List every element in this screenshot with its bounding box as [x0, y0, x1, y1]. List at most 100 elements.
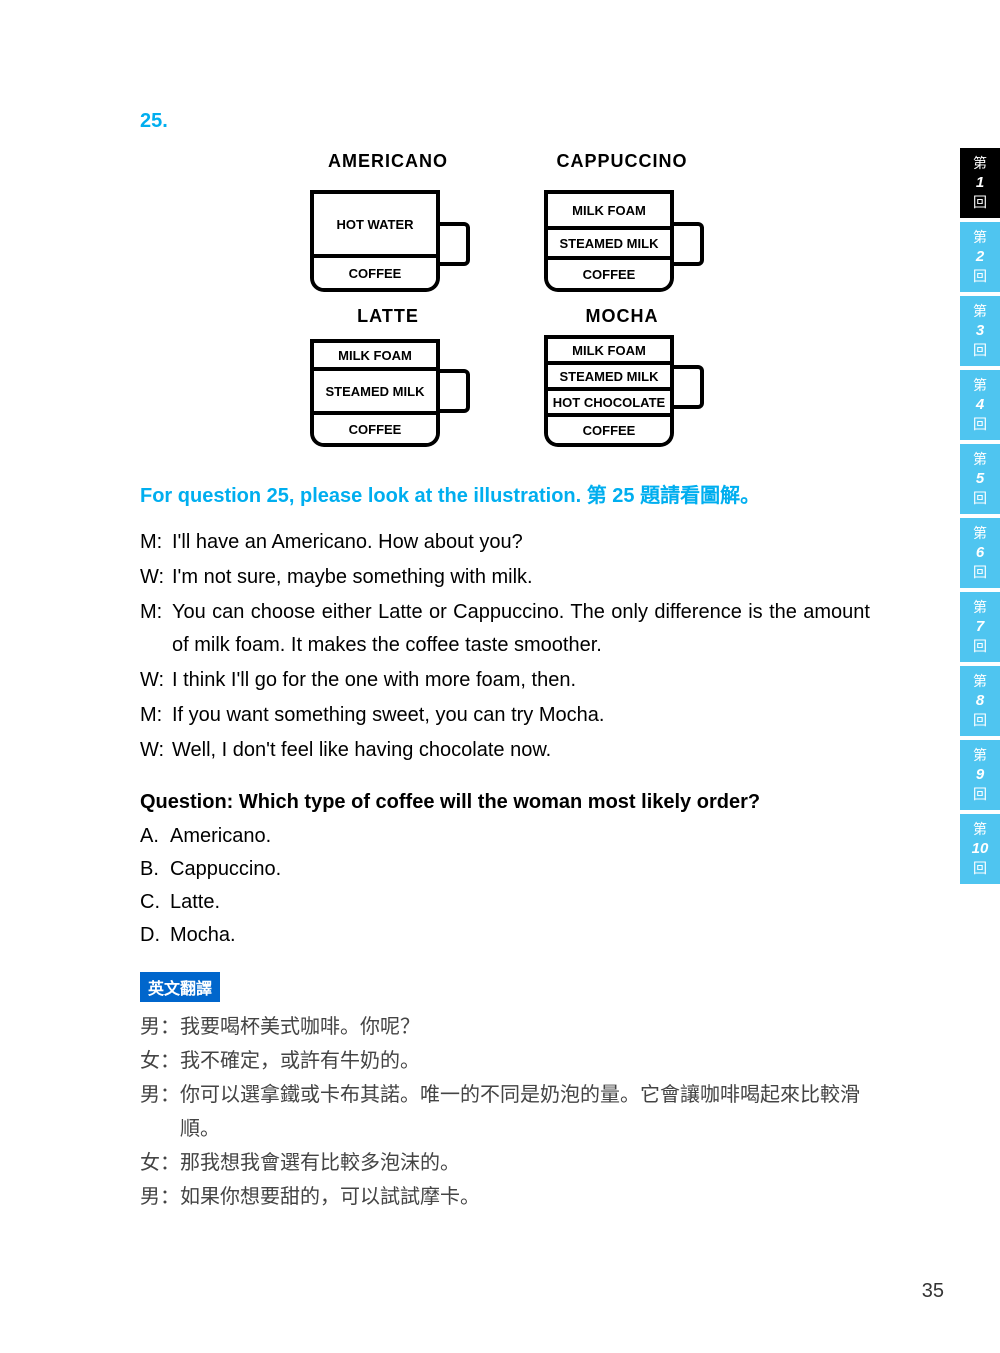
coffee-layer: MILK FOAM: [314, 339, 436, 367]
tab-char-top: 第: [973, 376, 987, 395]
tab-char-bottom: 回: [973, 415, 987, 434]
dialogue-line: W:Well, I don't feel like having chocola…: [140, 734, 870, 767]
translation-speaker: 男：: [140, 1078, 180, 1146]
tab-char-top: 第: [973, 746, 987, 765]
option-letter: A.: [140, 820, 170, 853]
tab-number: 9: [976, 765, 984, 785]
cup-icon: MILK FOAMSTEAMED MILKCOFFEE: [310, 339, 440, 447]
page-number: 35: [922, 1280, 944, 1303]
chapter-tab[interactable]: 第3回: [960, 296, 1000, 366]
tab-number: 3: [976, 321, 984, 341]
option-letter: B.: [140, 853, 170, 886]
coffee-title: MOCHA: [522, 306, 722, 327]
coffee-layer: COFFEE: [548, 256, 670, 288]
coffee-layer: MILK FOAM: [548, 190, 670, 226]
answer-option: A.Americano.: [140, 820, 870, 853]
tab-char-top: 第: [973, 598, 987, 617]
option-letter: D.: [140, 919, 170, 952]
tab-char-bottom: 回: [973, 711, 987, 730]
speaker-label: W:: [140, 561, 172, 594]
tab-char-bottom: 回: [973, 341, 987, 360]
dialogue-block: M:I'll have an Americano. How about you?…: [140, 526, 870, 767]
tab-number: 4: [976, 395, 984, 415]
coffee-layer: COFFEE: [314, 254, 436, 288]
tab-number: 5: [976, 469, 984, 489]
question-number: 25.: [140, 110, 870, 133]
tab-char-top: 第: [973, 524, 987, 543]
coffee-layer: HOT CHOCOLATE: [548, 387, 670, 413]
translation-line: 男：我要喝杯美式咖啡。你呢？: [140, 1010, 870, 1044]
tab-char-bottom: 回: [973, 637, 987, 656]
instruction-text: For question 25, please look at the illu…: [140, 479, 870, 508]
question-prompt: Question: Which type of coffee will the …: [140, 791, 870, 814]
translation-text: 你可以選拿鐵或卡布其諾。唯一的不同是奶泡的量。它會讓咖啡喝起來比較滑順。: [180, 1078, 870, 1146]
cup-handle-icon: [440, 222, 470, 266]
translation-text: 我要喝杯美式咖啡。你呢？: [180, 1010, 870, 1044]
tab-char-top: 第: [973, 228, 987, 247]
chapter-tab[interactable]: 第10回: [960, 814, 1000, 884]
dialogue-text: I'll have an Americano. How about you?: [172, 526, 870, 559]
coffee-diagram: CAPPUCCINO MILK FOAMSTEAMED MILKCOFFEE: [522, 151, 722, 296]
answer-option: B.Cappuccino.: [140, 853, 870, 886]
dialogue-line: W:I'm not sure, maybe something with mil…: [140, 561, 870, 594]
tab-char-top: 第: [973, 820, 987, 839]
tab-number: 6: [976, 543, 984, 563]
tab-number: 2: [976, 247, 984, 267]
coffee-title: CAPPUCCINO: [522, 151, 722, 172]
chapter-tab[interactable]: 第8回: [960, 666, 1000, 736]
page-content: 25. AMERICANOHOT WATERCOFFEECAPPUCCINOMI…: [140, 110, 870, 1214]
translation-speaker: 女：: [140, 1044, 180, 1078]
translation-line: 女：那我想我會選有比較多泡沫的。: [140, 1146, 870, 1180]
tab-number: 7: [976, 617, 984, 637]
translation-badge: 英文翻譯: [140, 972, 220, 1002]
tab-char-top: 第: [973, 672, 987, 691]
speaker-label: M:: [140, 596, 172, 662]
dialogue-text: You can choose either Latte or Cappuccin…: [172, 596, 870, 662]
chapter-tab[interactable]: 第1回: [960, 148, 1000, 218]
cup-icon: MILK FOAMSTEAMED MILKCOFFEE: [544, 190, 674, 292]
speaker-label: W:: [140, 734, 172, 767]
option-text: Americano.: [170, 820, 271, 853]
coffee-title: AMERICANO: [288, 151, 488, 172]
chapter-tab[interactable]: 第2回: [960, 222, 1000, 292]
tab-char-top: 第: [973, 154, 987, 173]
coffee-layer: HOT WATER: [314, 190, 436, 254]
speaker-label: W:: [140, 664, 172, 697]
dialogue-text: I think I'll go for the one with more fo…: [172, 664, 870, 697]
tab-char-bottom: 回: [973, 267, 987, 286]
coffee-layer: STEAMED MILK: [548, 226, 670, 256]
dialogue-line: M:I'll have an Americano. How about you?: [140, 526, 870, 559]
coffee-illustration: AMERICANOHOT WATERCOFFEECAPPUCCINOMILK F…: [285, 151, 725, 451]
coffee-layer: STEAMED MILK: [548, 361, 670, 387]
tab-char-top: 第: [973, 302, 987, 321]
chapter-tab[interactable]: 第4回: [960, 370, 1000, 440]
tab-char-bottom: 回: [973, 785, 987, 804]
coffee-diagram: MOCHAMILK FOAMSTEAMED MILKHOT CHOCOLATEC…: [522, 306, 722, 451]
chapter-tab[interactable]: 第9回: [960, 740, 1000, 810]
speaker-label: M:: [140, 526, 172, 559]
dialogue-line: M:You can choose either Latte or Cappucc…: [140, 596, 870, 662]
chapter-tab[interactable]: 第5回: [960, 444, 1000, 514]
chapter-tabs: 第1回第2回第3回第4回第5回第6回第7回第8回第9回第10回: [960, 148, 1000, 888]
coffee-layer: COFFEE: [548, 413, 670, 443]
cup-handle-icon: [674, 365, 704, 409]
chapter-tab[interactable]: 第7回: [960, 592, 1000, 662]
option-text: Mocha.: [170, 919, 236, 952]
coffee-layer: STEAMED MILK: [314, 367, 436, 411]
translation-block: 男：我要喝杯美式咖啡。你呢？女：我不確定，或許有牛奶的。男：你可以選拿鐵或卡布其…: [140, 1010, 870, 1214]
coffee-diagram: LATTEMILK FOAMSTEAMED MILKCOFFEE: [288, 306, 488, 451]
translation-text: 那我想我會選有比較多泡沫的。: [180, 1146, 870, 1180]
tab-number: 8: [976, 691, 984, 711]
translation-text: 如果你想要甜的，可以試試摩卡。: [180, 1180, 870, 1214]
translation-text: 我不確定，或許有牛奶的。: [180, 1044, 870, 1078]
dialogue-line: W:I think I'll go for the one with more …: [140, 664, 870, 697]
translation-line: 女：我不確定，或許有牛奶的。: [140, 1044, 870, 1078]
answer-options: A.Americano.B.Cappuccino.C.Latte.D.Mocha…: [140, 820, 870, 952]
translation-line: 男：你可以選拿鐵或卡布其諾。唯一的不同是奶泡的量。它會讓咖啡喝起來比較滑順。: [140, 1078, 870, 1146]
tab-char-top: 第: [973, 450, 987, 469]
dialogue-line: M:If you want something sweet, you can t…: [140, 699, 870, 732]
chapter-tab[interactable]: 第6回: [960, 518, 1000, 588]
answer-option: C.Latte.: [140, 886, 870, 919]
cup-handle-icon: [440, 369, 470, 413]
coffee-diagram: AMERICANO HOT WATERCOFFEE: [288, 151, 488, 296]
